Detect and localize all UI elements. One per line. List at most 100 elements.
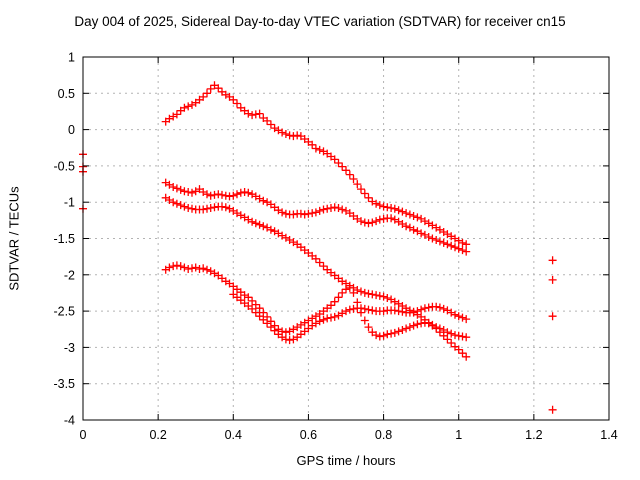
data-point-marker xyxy=(206,191,215,200)
data-point-marker xyxy=(462,240,471,249)
y-tick-label: 0 xyxy=(68,123,75,137)
data-point-marker xyxy=(338,288,347,297)
data-point-marker xyxy=(169,183,178,191)
data-point-marker xyxy=(176,201,185,210)
data-point-marker xyxy=(263,116,272,125)
data-point-marker xyxy=(293,131,302,140)
data-point-marker xyxy=(447,339,456,347)
data-point-marker xyxy=(432,236,441,244)
data-point-marker xyxy=(360,288,369,297)
data-point-marker xyxy=(221,191,230,200)
data-point-marker xyxy=(454,331,463,340)
data-point-marker xyxy=(372,217,381,226)
data-point-marker xyxy=(289,132,298,141)
data-point-marker xyxy=(229,191,238,200)
data-point-marker xyxy=(323,204,332,213)
data-point-marker xyxy=(255,312,264,321)
data-point-marker xyxy=(180,202,189,211)
data-point-marker xyxy=(330,203,339,212)
data-point-marker xyxy=(236,188,245,197)
data-point-marker xyxy=(435,324,444,333)
data-point-marker xyxy=(394,307,403,316)
data-point-marker xyxy=(210,203,219,212)
data-point-marker xyxy=(390,204,399,213)
data-point-marker xyxy=(266,225,275,234)
x-tick-label: 0.4 xyxy=(225,428,242,442)
data-point-marker xyxy=(454,312,463,321)
y-tick-label: -2 xyxy=(64,268,75,282)
data-point-marker xyxy=(417,319,426,328)
data-point-marker xyxy=(259,308,268,317)
data-point-marker xyxy=(285,131,294,140)
data-point-marker xyxy=(311,144,320,153)
data-point-marker xyxy=(432,323,441,332)
data-point-marker xyxy=(176,262,185,271)
data-point-marker xyxy=(165,263,174,272)
data-point-marker xyxy=(462,352,471,361)
data-point-marker xyxy=(270,326,279,335)
data-point-marker xyxy=(244,293,253,302)
data-point-marker xyxy=(443,240,452,249)
data-point-marker xyxy=(315,206,324,215)
x-tick-label: 0 xyxy=(80,428,87,442)
data-point-marker xyxy=(206,204,215,212)
data-point-marker xyxy=(548,256,557,265)
data-point-marker xyxy=(345,283,354,292)
x-tick-label: 1.4 xyxy=(600,428,617,442)
data-point-marker xyxy=(191,263,200,272)
data-point-marker xyxy=(349,288,358,297)
data-point-marker xyxy=(255,109,264,118)
data-point-marker xyxy=(172,199,181,208)
data-point-marker xyxy=(172,184,181,193)
data-point-marker xyxy=(443,335,452,344)
data-point-marker xyxy=(458,332,467,341)
data-point-marker xyxy=(548,312,557,321)
data-point-marker xyxy=(327,204,335,212)
data-point-marker xyxy=(398,326,407,334)
data-point-marker xyxy=(409,321,418,330)
data-point-marker xyxy=(233,99,241,108)
data-point-marker xyxy=(259,196,268,205)
data-point-marker xyxy=(379,307,388,316)
data-point-marker xyxy=(319,205,328,214)
data-point-marker xyxy=(255,220,264,229)
data-point-marker xyxy=(169,262,178,271)
data-point-marker xyxy=(259,315,268,324)
data-point-marker xyxy=(432,302,441,311)
data-point-marker xyxy=(368,218,377,227)
data-point-marker xyxy=(360,189,369,198)
series-sdtvar-trace-3 xyxy=(161,193,471,361)
data-point-marker xyxy=(338,205,347,214)
data-point-marker xyxy=(334,204,343,212)
data-point-marker xyxy=(206,84,215,93)
data-point-marker xyxy=(357,217,365,226)
x-tick-label: 0.2 xyxy=(149,428,166,442)
data-point-marker xyxy=(251,219,260,228)
data-point-marker xyxy=(548,275,557,284)
data-point-marker xyxy=(387,329,396,338)
data-point-marker xyxy=(424,319,433,328)
data-point-marker xyxy=(394,327,403,336)
data-point-marker xyxy=(345,305,354,314)
data-point-marker xyxy=(319,315,328,324)
data-point-marker xyxy=(360,316,369,325)
data-point-marker xyxy=(327,313,335,322)
data-point-marker xyxy=(315,317,324,326)
data-point-marker xyxy=(308,140,317,149)
data-point-marker xyxy=(417,305,426,314)
data-point-marker xyxy=(420,304,429,313)
data-point-marker xyxy=(259,222,268,231)
data-point-marker xyxy=(413,307,422,316)
series-sdtvar-trace-5 xyxy=(229,290,471,345)
tick-labels: 0 0.2 0.4 0.6 0.8 1 1.2 1.4 1 0.5 0 -0.5 -1 -1.5 -2 -2.… xyxy=(53,51,617,443)
data-point-marker xyxy=(248,217,257,226)
data-point-marker xyxy=(458,238,467,247)
data-point-marker xyxy=(233,190,241,199)
data-point-marker xyxy=(447,329,456,338)
data-point-marker xyxy=(203,204,211,213)
data-point-marker xyxy=(462,247,471,256)
data-point-marker xyxy=(372,291,381,300)
data-point-marker xyxy=(199,205,208,214)
data-point-marker xyxy=(364,323,373,332)
plot-border xyxy=(82,56,610,421)
